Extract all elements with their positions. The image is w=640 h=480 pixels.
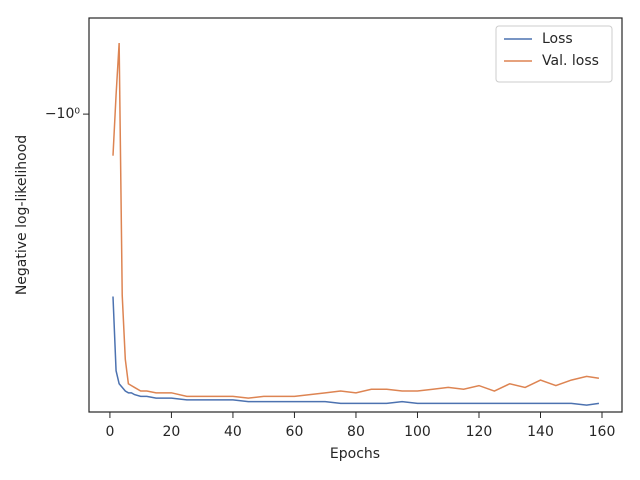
x-tick-label: 60 xyxy=(286,424,304,440)
x-axis-label: Epochs xyxy=(330,446,380,462)
x-tick-label: 40 xyxy=(224,424,242,440)
x-tick-label: 80 xyxy=(347,424,365,440)
y-axis-label: Negative log-likelihood xyxy=(14,135,30,295)
x-tick-label: 160 xyxy=(589,424,616,440)
x-tick-label: 20 xyxy=(163,424,181,440)
y-tick-label: −10⁰ xyxy=(45,106,81,122)
x-tick-label: 0 xyxy=(105,424,114,440)
legend-label: Loss xyxy=(542,31,573,47)
series-line xyxy=(112,42,600,399)
series-line xyxy=(112,296,600,406)
x-tick-label: 140 xyxy=(527,424,554,440)
plot-frame xyxy=(88,17,623,413)
legend-box xyxy=(495,25,613,83)
x-tick-label: 120 xyxy=(466,424,493,440)
x-tick-label: 100 xyxy=(404,424,431,440)
legend-label: Val. loss xyxy=(542,53,599,69)
